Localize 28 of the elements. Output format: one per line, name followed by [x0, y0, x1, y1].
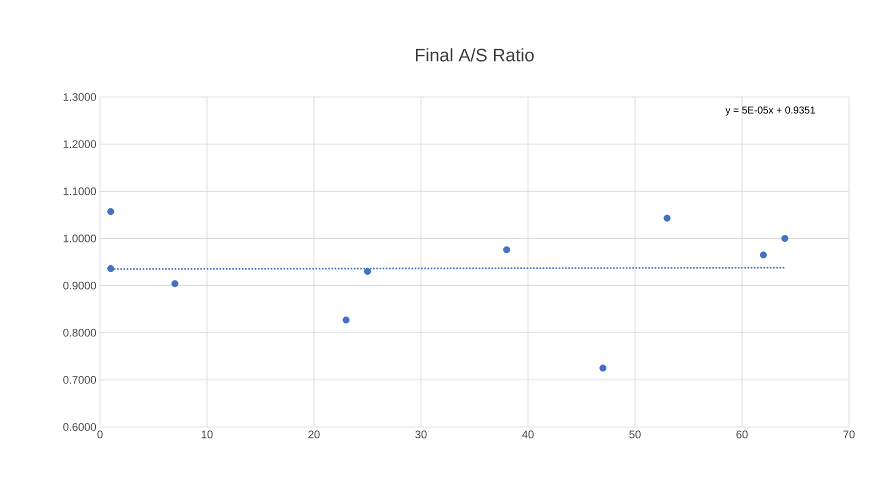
point [503, 246, 510, 254]
x-tick-label: 40 [522, 430, 534, 438]
x-tick-label: 30 [415, 430, 427, 438]
point [364, 268, 372, 275]
x-tick-label: 0 [97, 430, 103, 438]
x-tick-label: 70 [843, 430, 855, 438]
y-tick-label: 1.0000 [64, 234, 96, 242]
point [781, 234, 788, 242]
point [664, 214, 671, 222]
y-tick-label: 1.2000 [64, 140, 96, 148]
x-tick-label: 20 [308, 430, 320, 438]
x-tick-label: 10 [202, 430, 213, 438]
point [107, 265, 114, 272]
annotation: y = 5E-05x + 0.9351 [725, 106, 815, 116]
point [760, 251, 767, 258]
x-tick-label: 60 [736, 430, 748, 438]
point [107, 208, 114, 216]
y-tick-label: 0.6000 [63, 423, 96, 431]
x-tick-label: 50 [629, 430, 641, 438]
point [342, 316, 350, 324]
point [599, 364, 606, 372]
point [171, 280, 178, 288]
y-tick-label: 1.3000 [64, 93, 96, 101]
y-tick-label: 1.1000 [64, 187, 96, 196]
y-tick-label: 0.7000 [63, 376, 96, 384]
y-tick-label: 0.9000 [63, 282, 96, 290]
y-tick-label: 0.8000 [63, 328, 96, 337]
chart-title: Final A/S Ratio [416, 48, 534, 62]
